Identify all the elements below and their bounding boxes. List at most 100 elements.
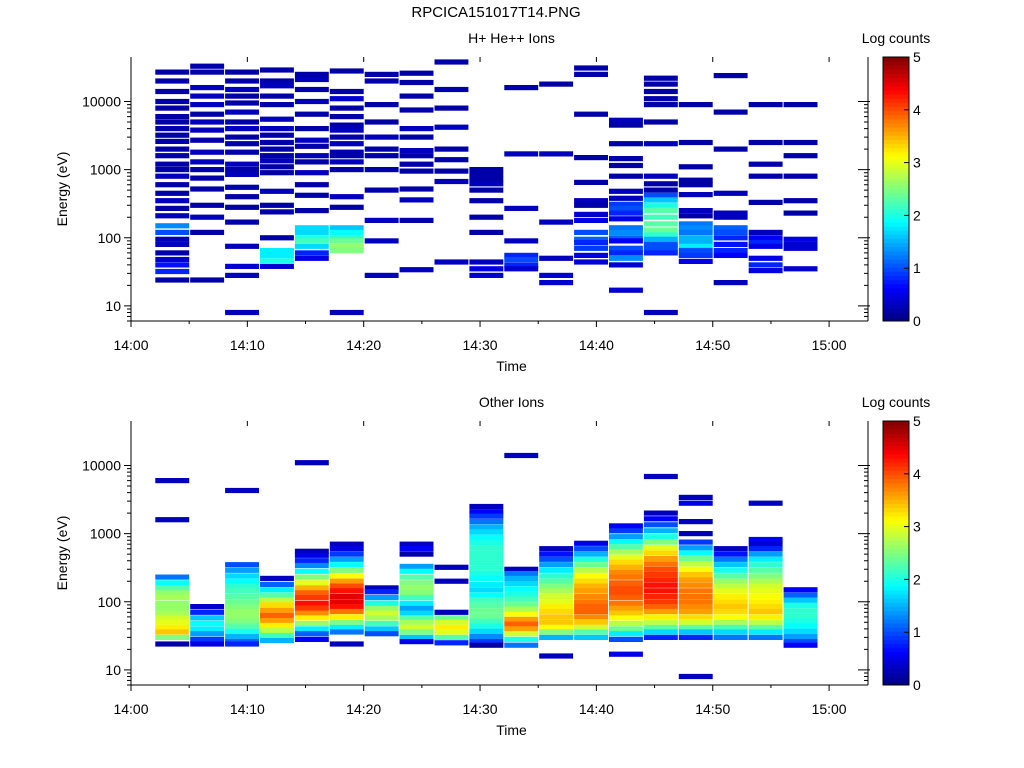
heatmap-cell xyxy=(329,541,364,547)
heatmap-cell xyxy=(504,601,539,607)
heatmap-cell xyxy=(329,608,364,615)
heatmap-cell xyxy=(748,634,783,640)
heatmap-cell xyxy=(225,588,259,594)
heatmap-cell xyxy=(294,610,329,616)
heatmap-cell xyxy=(678,247,713,254)
colorbar-segment xyxy=(883,454,909,459)
heatmap-cell xyxy=(399,639,434,645)
heatmap-cell xyxy=(155,105,190,111)
heatmap-cell xyxy=(260,247,294,254)
heatmap-cell xyxy=(260,607,294,613)
heatmap-cell xyxy=(155,69,190,75)
heatmap-cell xyxy=(155,241,190,247)
heatmap-cell xyxy=(260,153,294,159)
heatmap-cell xyxy=(469,503,504,510)
heatmap-cell xyxy=(783,587,818,593)
heatmap-cell xyxy=(469,545,504,551)
heatmap-cell xyxy=(469,602,504,609)
heatmap-cell xyxy=(539,619,574,625)
heatmap-cell xyxy=(155,595,190,601)
x-tick-label: 14:40 xyxy=(579,337,614,353)
colorbar-label: Log counts xyxy=(862,394,931,410)
heatmap-cell xyxy=(294,636,329,642)
heatmap-cell xyxy=(609,255,643,261)
colorbar-segment xyxy=(883,548,909,554)
heatmap-cell xyxy=(294,580,329,586)
y-tick-label: 1000 xyxy=(90,526,121,542)
heatmap-cell xyxy=(225,194,259,200)
heatmap-cell xyxy=(225,567,259,573)
heatmap-cell xyxy=(678,164,713,170)
colorbar-tick-label: 5 xyxy=(913,49,921,65)
x-tick-label: 14:50 xyxy=(695,701,730,717)
heatmap-cell xyxy=(329,153,364,159)
colorbar-segment xyxy=(883,209,909,215)
heatmap-cell xyxy=(713,583,748,589)
colorbar-segment xyxy=(883,474,909,480)
y-tick-label: 10000 xyxy=(82,458,121,474)
heatmap-cell xyxy=(574,608,608,615)
heatmap-cell xyxy=(643,577,678,583)
heatmap-cell xyxy=(155,119,190,125)
heatmap-cell xyxy=(294,159,329,165)
heatmap-cell xyxy=(260,139,294,146)
heatmap-cell xyxy=(678,604,713,610)
heatmap-cell xyxy=(469,539,504,546)
heatmap-cell xyxy=(678,519,713,525)
heatmap-cell xyxy=(469,513,504,519)
heatmap-cell xyxy=(155,478,190,484)
heatmap-cell xyxy=(329,562,364,568)
heatmap-cell xyxy=(574,624,608,630)
heatmap-cell xyxy=(713,619,748,625)
heatmap-cell xyxy=(225,562,259,568)
heatmap-cell xyxy=(155,223,190,229)
heatmap-cell xyxy=(678,225,713,231)
heatmap-cell xyxy=(643,522,678,528)
heatmap-cell xyxy=(713,210,748,216)
heatmap-cell xyxy=(574,604,608,610)
heatmap-cell xyxy=(539,255,574,261)
colorbar-segment xyxy=(883,193,909,198)
heatmap-cell xyxy=(678,572,713,578)
heatmap-cell xyxy=(643,572,678,578)
heatmap-cell xyxy=(504,151,539,157)
heatmap-cell xyxy=(260,146,294,152)
heatmap-cell xyxy=(504,616,539,622)
heatmap-cell xyxy=(748,551,783,557)
heatmap-cell xyxy=(294,126,329,132)
heatmap-cell xyxy=(574,546,608,552)
colorbar-segment xyxy=(883,139,909,145)
heatmap-cell xyxy=(609,156,643,162)
heatmap-cell xyxy=(469,570,504,577)
heatmap-cell xyxy=(609,559,643,565)
heatmap-cell xyxy=(574,179,608,185)
heatmap-cell xyxy=(155,277,190,283)
heatmap-cell xyxy=(155,213,190,219)
heatmap-cell xyxy=(260,235,294,241)
heatmap-cell xyxy=(783,608,818,614)
heatmap-cell xyxy=(609,117,643,123)
heatmap-cell xyxy=(190,137,225,143)
heatmap-cell xyxy=(643,88,678,95)
heatmap-cell xyxy=(364,610,399,616)
heatmap-cell xyxy=(155,624,190,630)
heatmap-cell xyxy=(539,608,574,615)
heatmap-cell xyxy=(190,102,225,108)
heatmap-cell xyxy=(678,177,713,183)
heatmap-cell xyxy=(434,609,469,615)
colorbar-segment xyxy=(883,242,909,248)
heatmap-cell xyxy=(260,116,294,122)
colorbar-segment xyxy=(883,524,909,529)
heatmap-cell xyxy=(609,600,643,606)
x-tick-label: 14:00 xyxy=(113,337,148,353)
heatmap-cell xyxy=(748,235,783,241)
heatmap-cell xyxy=(469,176,504,182)
heatmap-cell xyxy=(504,85,539,91)
heatmap-cell xyxy=(225,604,259,610)
heatmap-cell xyxy=(329,588,364,594)
heatmap-cell xyxy=(155,585,190,591)
heatmap-cell xyxy=(399,70,434,76)
colorbar-segment xyxy=(883,238,909,244)
y-tick-label: 10 xyxy=(105,298,121,314)
colorbar-segment xyxy=(883,672,909,678)
